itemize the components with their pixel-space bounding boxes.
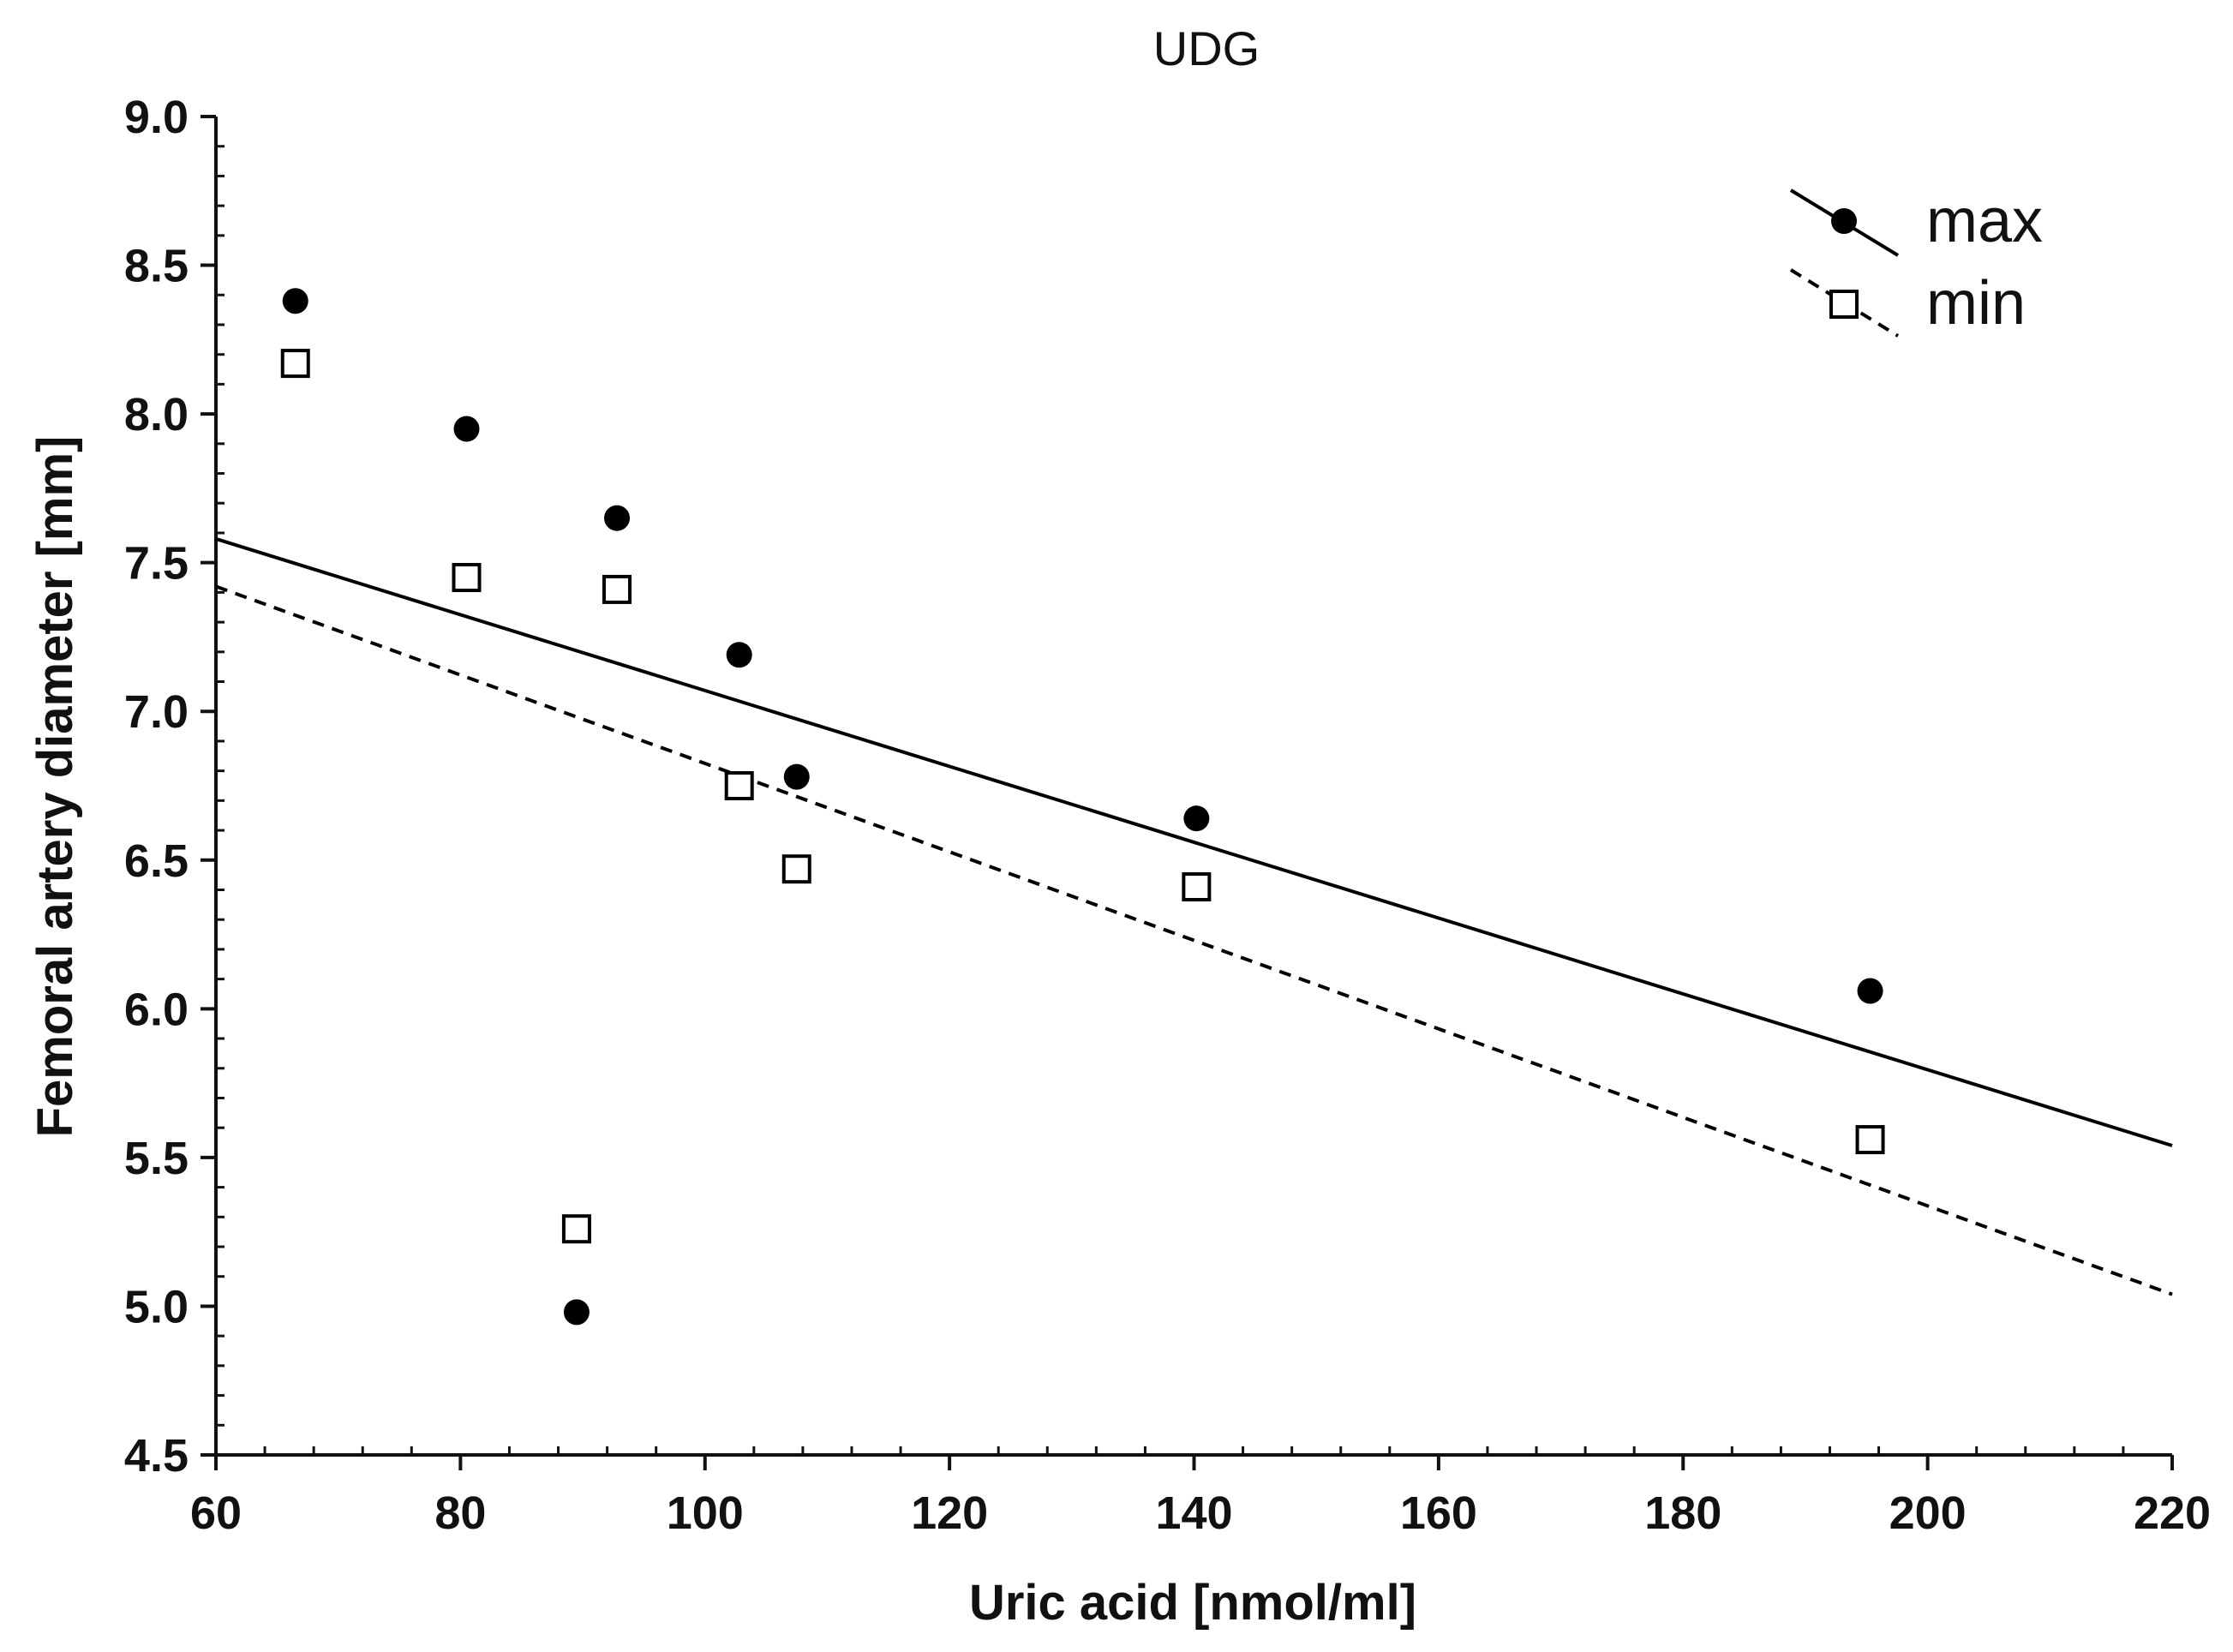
fit-line-max <box>215 536 2173 1147</box>
y-tick-label: 7.5 <box>124 538 189 590</box>
x-tick-label: 60 <box>190 1487 242 1539</box>
chart-title: UDG <box>1153 21 1260 75</box>
y-tick-label: 4.5 <box>124 1430 189 1481</box>
point-max <box>453 416 480 442</box>
point-max <box>783 763 810 790</box>
y-tick-label: 7.0 <box>124 686 189 738</box>
point-min <box>724 771 754 800</box>
point-min <box>1182 872 1212 902</box>
point-min <box>1855 1125 1885 1155</box>
legend-marker-max <box>1831 208 1857 234</box>
x-tick-label: 180 <box>1644 1487 1721 1539</box>
point-min <box>280 349 310 379</box>
x-tick-label: 160 <box>1400 1487 1477 1539</box>
x-tick-label: 100 <box>667 1487 744 1539</box>
y-tick-label: 5.5 <box>124 1133 189 1184</box>
legend: max min <box>1789 187 2043 338</box>
point-min <box>561 1214 591 1244</box>
legend-label-min: min <box>1926 269 2026 338</box>
point-max <box>1183 805 1210 832</box>
x-tick-label: 200 <box>1889 1487 1967 1539</box>
y-tick-label: 8.0 <box>124 389 189 440</box>
regression-lines <box>215 536 2173 1296</box>
y-tick-label: 5.0 <box>124 1281 189 1332</box>
x-tick-label: 220 <box>2134 1487 2211 1539</box>
x-axis-label: Uric acid [nmol/ml] <box>969 1575 1416 1631</box>
axes: 4.5 5.0 5.5 6.0 6.5 7.0 7.5 8.0 8.5 9.0 60 80 100 120… <box>124 92 2211 1539</box>
point-min <box>602 574 632 604</box>
y-tick-label: 9.0 <box>124 92 189 143</box>
point-max <box>282 288 308 314</box>
y-tick-label: 6.5 <box>124 835 189 887</box>
point-max <box>563 1299 590 1326</box>
y-tick-label: 6.0 <box>124 984 189 1035</box>
y-axis-label: Femoral artery diameter [mm] <box>27 436 83 1138</box>
point-min <box>781 854 811 884</box>
legend-marker-min <box>1829 290 1859 319</box>
y-tick-label: 8.5 <box>124 241 189 292</box>
x-tick-label: 120 <box>911 1487 988 1539</box>
point-max <box>604 505 631 531</box>
fit-line-min <box>215 584 2173 1296</box>
legend-label-max: max <box>1926 187 2043 255</box>
data-points <box>280 288 1885 1326</box>
x-tick-label: 80 <box>434 1487 486 1539</box>
x-tick-label: 140 <box>1155 1487 1232 1539</box>
point-min <box>452 563 482 593</box>
point-max <box>1857 978 1883 1004</box>
point-max <box>726 642 752 668</box>
